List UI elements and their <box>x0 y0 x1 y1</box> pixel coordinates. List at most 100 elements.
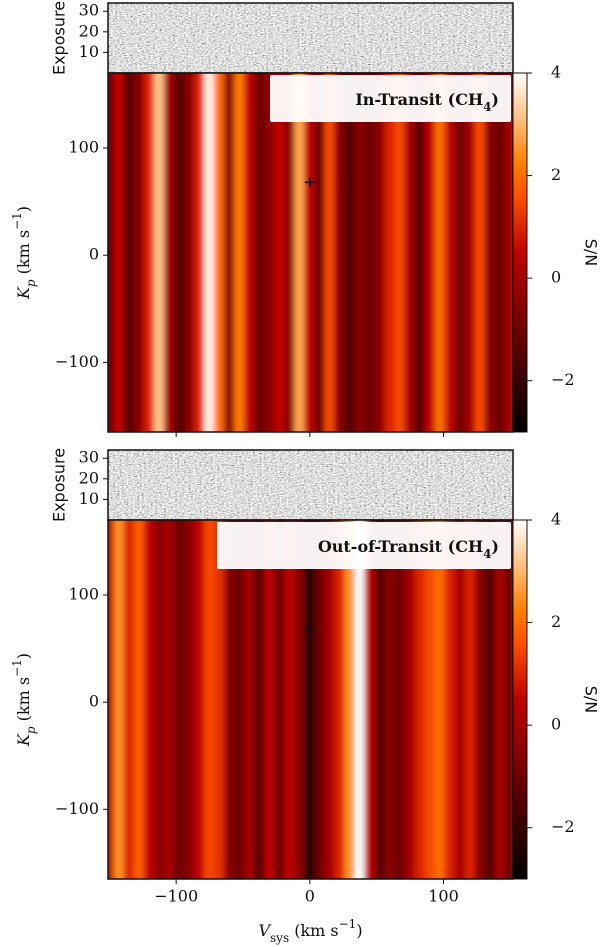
heatmap-column <box>153 520 165 879</box>
colorbar-tick-label: 2 <box>551 612 561 631</box>
y-tick-label: 100 <box>68 585 99 604</box>
label-part: ) <box>356 921 362 940</box>
colorbar-tick-label: 0 <box>551 268 561 287</box>
heatmap-column <box>394 520 406 879</box>
exposure-label: Exposure <box>50 1 69 75</box>
heatmap-column <box>244 73 256 432</box>
heatmap-cells <box>108 73 513 432</box>
heatmap-cells <box>108 520 513 879</box>
label-part: (km s <box>14 677 33 727</box>
heatmap-column <box>133 73 145 432</box>
label-part: p <box>24 279 38 287</box>
label-part: −1 <box>10 212 24 230</box>
label-part: In-Transit (CH <box>355 90 483 109</box>
planet-marker <box>304 177 315 188</box>
label-part: −1 <box>339 917 357 931</box>
heatmap-column <box>113 73 125 432</box>
heatmap-column <box>414 73 426 432</box>
label-part: sys <box>270 931 289 945</box>
colorbar-tick-label: 2 <box>551 165 561 184</box>
heatmap-column <box>113 520 125 879</box>
y-tick-label: 0 <box>89 692 99 711</box>
heatmap-column <box>384 73 396 432</box>
heatmap-column <box>464 73 476 432</box>
heatmap-column <box>374 520 386 879</box>
heatmap-column <box>153 73 165 432</box>
colorbar <box>512 519 528 880</box>
heatmap-column <box>364 73 376 432</box>
label-part: (km s <box>14 230 33 280</box>
label-part: (km s <box>289 921 339 940</box>
heatmap-column <box>414 520 426 879</box>
heatmap-column <box>274 73 286 432</box>
heatmap-column <box>304 520 316 879</box>
heatmap-column <box>123 73 135 432</box>
heatmap-column <box>404 520 416 879</box>
heatmap-column <box>204 73 216 432</box>
heatmap-column <box>304 73 316 432</box>
label-part: K <box>14 733 33 747</box>
x-tick-label: 0 <box>305 887 315 906</box>
heatmap-column <box>344 520 356 879</box>
heatmap-column <box>274 520 286 879</box>
heatmap-column <box>334 520 346 879</box>
label-part: ) <box>491 537 499 556</box>
heatmap-column <box>108 73 115 432</box>
legend-box <box>270 75 511 122</box>
heatmap-column <box>254 520 266 879</box>
y-axis-label: Kp (km s−1) <box>10 653 38 747</box>
heatmap-column <box>484 73 496 432</box>
heatmap-column <box>314 520 326 879</box>
exposure-tick-label: 20 <box>79 468 99 487</box>
label-part: ) <box>14 653 33 659</box>
heatmap-column <box>494 73 506 432</box>
heatmap-column <box>464 520 476 879</box>
heatmap-column <box>143 73 155 432</box>
heatmap-column <box>214 520 226 879</box>
label-part: V <box>258 921 271 940</box>
label-part: ) <box>14 206 33 212</box>
heatmap-column <box>264 73 276 432</box>
heatmap-column <box>234 73 246 432</box>
heatmap-column <box>434 520 446 879</box>
exposure-tick-label: 10 <box>79 489 99 508</box>
heatmap-column <box>264 520 276 879</box>
heatmap-column <box>344 73 356 432</box>
heatmap-column <box>434 73 446 432</box>
colorbar-label: S/N <box>582 239 601 267</box>
colorbar-tick-label: −2 <box>551 370 575 389</box>
heatmap <box>108 520 513 879</box>
label-part: −1 <box>10 659 24 677</box>
heatmap-column <box>474 520 486 879</box>
heatmap-column <box>194 73 206 432</box>
heatmap-column <box>444 520 456 879</box>
heatmap-column <box>444 73 456 432</box>
panel-title: Out-of-Transit (CH4) <box>318 537 499 561</box>
x-tick-label: −100 <box>154 887 198 906</box>
heatmap-column <box>404 73 416 432</box>
colorbar-tick-label: 0 <box>551 715 561 734</box>
exposure-tick-label: 10 <box>79 42 99 61</box>
heatmap-column <box>173 73 186 432</box>
heatmap-column <box>294 73 306 432</box>
colorbar-tick-label: −2 <box>551 817 575 836</box>
heatmap-column <box>324 520 336 879</box>
y-tick-label: 100 <box>68 138 99 157</box>
exposure-tick-label: 30 <box>79 1 99 20</box>
heatmap-column <box>324 73 336 432</box>
exposure-tick-label: 20 <box>79 21 99 40</box>
heatmap-column <box>354 73 366 432</box>
label-part: p <box>24 726 38 734</box>
heatmap-column <box>284 520 296 879</box>
y-axis-label: Kp (km s−1) <box>10 206 38 300</box>
exposure-map <box>108 3 513 73</box>
legend-box <box>217 522 511 569</box>
label-part: ) <box>491 90 499 109</box>
heatmap-column <box>143 520 155 879</box>
heatmap-column <box>424 520 436 879</box>
heatmap-column <box>474 73 486 432</box>
heatmap-column <box>424 73 436 432</box>
exposure-map <box>108 450 513 520</box>
heatmap-column <box>123 520 135 879</box>
